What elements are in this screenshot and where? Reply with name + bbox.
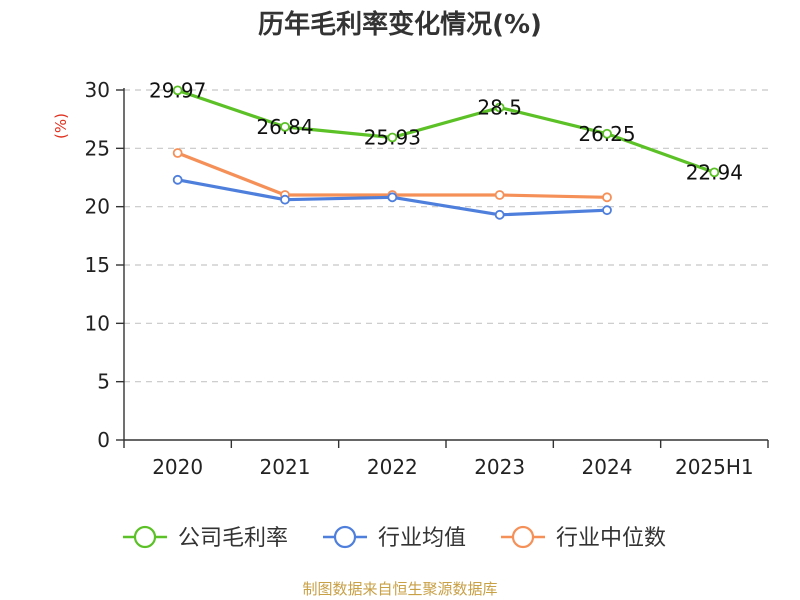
y-tick-label: 30 [85, 78, 110, 102]
data-point [709, 167, 720, 178]
y-tick-label: 0 [97, 428, 110, 452]
x-tick-label: 2020 [152, 455, 203, 479]
data-label: 22.94 [686, 160, 743, 184]
y-tick-label: 10 [85, 311, 110, 335]
y-tick-label: 5 [97, 370, 110, 394]
x-tick-label: 2023 [474, 455, 525, 479]
data-point [172, 174, 183, 185]
series-lines [172, 85, 720, 220]
legend-label: 公司毛利率 [178, 526, 288, 551]
legend-label: 行业中位数 [556, 526, 666, 551]
data-label: 29.97 [149, 78, 206, 102]
legend-item: 行业中位数 [501, 525, 666, 551]
y-tick-label: 15 [85, 253, 110, 277]
x-tick-label: 2021 [260, 455, 311, 479]
legend-marker [333, 525, 357, 549]
axes [116, 88, 769, 448]
data-point [602, 205, 612, 216]
data-point [387, 192, 398, 203]
legend: 公司毛利率 行业均值 行业中位数 [123, 525, 666, 551]
data-label: 25.93 [364, 125, 421, 149]
legend-label: 行业均值 [378, 526, 466, 551]
legend-marker [133, 525, 157, 549]
data-label: 28.5 [477, 96, 522, 120]
x-tick-labels: 2020 2021 2022 2023 2024 2025H1 [152, 455, 753, 479]
data-point [387, 132, 398, 143]
x-tick-label: 2022 [367, 455, 418, 479]
y-axis-unit: (%) [52, 113, 70, 139]
data-point [602, 128, 612, 139]
series-line [177, 88, 715, 174]
data-point [172, 148, 183, 158]
y-tick-label: 25 [85, 136, 110, 160]
legend-item: 公司毛利率 [123, 525, 288, 551]
data-point [280, 121, 290, 132]
source-note: 制图数据来自恒生聚源数据库 [302, 580, 497, 598]
data-label: 26.25 [578, 122, 635, 146]
data-labels: 29.97 26.84 25.93 28.5 26.25 22.94 [149, 78, 743, 184]
x-tick-label: 2024 [582, 455, 633, 479]
data-point [602, 192, 612, 203]
grid-lines [124, 89, 768, 383]
data-point [494, 102, 505, 113]
y-tick-labels: 0 5 10 15 20 25 30 [85, 78, 110, 452]
data-point [494, 190, 505, 200]
data-point [280, 194, 290, 205]
chart-title: 历年毛利率变化情况(%) [258, 9, 542, 40]
data-point [172, 85, 183, 96]
y-tick-label: 20 [85, 195, 110, 219]
data-point [494, 209, 505, 220]
legend-marker [511, 525, 535, 549]
legend-item: 行业均值 [323, 525, 466, 551]
x-tick-label: 2025H1 [675, 455, 754, 479]
data-label: 26.84 [256, 115, 313, 139]
